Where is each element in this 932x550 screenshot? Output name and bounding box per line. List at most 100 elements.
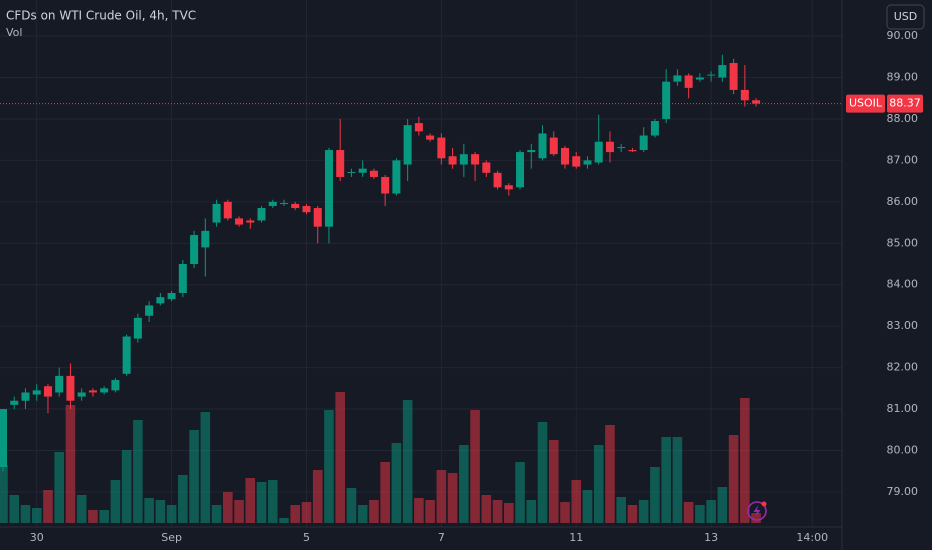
- candle-body: [291, 203, 300, 209]
- volume-bar: [200, 412, 211, 523]
- volume-bar: [605, 425, 615, 523]
- candle-body: [617, 147, 626, 149]
- volume-label: Vol: [6, 26, 22, 39]
- volume-bar: [54, 452, 64, 523]
- currency-button[interactable]: [886, 4, 925, 30]
- volume-bar: [560, 502, 570, 523]
- x-tick-label: 13: [704, 531, 718, 544]
- volume-bar: [9, 495, 20, 523]
- candle-body: [212, 203, 221, 223]
- candle-body: [437, 137, 446, 159]
- y-tick-label: 84.00: [887, 278, 919, 291]
- volume-bar: [369, 500, 379, 523]
- volume-bar: [582, 490, 593, 523]
- x-tick-label: 7: [438, 531, 445, 544]
- currency[interactable]: USD: [894, 10, 918, 23]
- volume-bar: [76, 495, 87, 523]
- candle-body: [538, 133, 547, 159]
- candle-body: [504, 185, 513, 190]
- alert-icon[interactable]: [747, 501, 767, 521]
- volume-bar: [436, 470, 447, 523]
- volume-bar: [537, 422, 548, 523]
- volume-bar: [481, 495, 492, 523]
- volume-bar: [65, 405, 76, 523]
- symbol-label: USOIL: [849, 97, 883, 110]
- candle-body: [426, 135, 435, 140]
- volume-bar: [593, 445, 604, 523]
- volume-bar: [178, 475, 188, 523]
- volume-bar: [548, 440, 559, 523]
- candle-body: [145, 305, 154, 316]
- candle-body: [55, 375, 64, 393]
- alert-dot[interactable]: [761, 501, 767, 507]
- candle-body: [347, 171, 356, 173]
- volume-bar: [133, 420, 143, 523]
- volume-bar: [706, 500, 716, 523]
- candle-body: [707, 74, 716, 76]
- alert-ring[interactable]: [747, 501, 767, 521]
- candle-body: [178, 263, 187, 293]
- candle-body: [21, 392, 30, 401]
- candle-body: [482, 162, 491, 173]
- candle-body: [32, 390, 41, 395]
- volume-bar: [324, 410, 334, 523]
- y-tick-label: 86.00: [887, 195, 919, 208]
- volume-bar: [571, 480, 582, 523]
- candle-body: [10, 400, 19, 405]
- candle-body: [122, 336, 131, 374]
- volume-bar: [335, 392, 345, 523]
- candle-body: [381, 176, 390, 194]
- candle-body: [392, 160, 401, 194]
- candle-body: [246, 220, 255, 223]
- volume-bar: [627, 505, 638, 523]
- candle-body: [718, 65, 727, 78]
- volume-bar: [492, 500, 503, 523]
- volume-bar: [414, 498, 424, 523]
- candle-body: [88, 390, 97, 393]
- candle-body: [66, 375, 75, 401]
- volume-bar: [447, 473, 458, 523]
- candle-body: [493, 172, 502, 188]
- y-tick-label: 80.00: [887, 443, 919, 456]
- candle-body: [100, 388, 109, 393]
- volume-bar: [616, 497, 626, 523]
- candle-body: [257, 208, 266, 221]
- candle-body: [268, 201, 277, 206]
- y-tick-label: 88.00: [887, 112, 919, 125]
- y-tick-label: 90.00: [887, 29, 919, 42]
- price-pane: [0, 54, 842, 472]
- volume-bar: [110, 480, 121, 523]
- y-tick-label: 85.00: [887, 236, 919, 249]
- volume-bar: [121, 450, 132, 523]
- volume-bar: [459, 445, 469, 523]
- candle-body: [414, 123, 423, 132]
- candle-body: [695, 77, 704, 80]
- volume-bar: [672, 437, 683, 523]
- volume-bar: [245, 478, 256, 523]
- volume-bar: [99, 510, 109, 523]
- y-tick-label: 83.00: [887, 319, 919, 332]
- volume-bar: [695, 505, 705, 523]
- candle-body: [358, 168, 367, 173]
- candle-body: [471, 154, 480, 165]
- last-price-tag: [887, 94, 923, 113]
- volume-bar: [751, 513, 761, 523]
- y-tick-label: 82.00: [887, 361, 919, 374]
- volume-bar: [20, 505, 31, 523]
- candle-body: [583, 160, 592, 165]
- candle-body: [201, 230, 210, 248]
- volume-bar: [31, 508, 42, 523]
- candle-body: [628, 150, 637, 152]
- volume-bar: [211, 505, 222, 523]
- volume-bar: [650, 467, 660, 523]
- candle-body: [313, 208, 322, 227]
- volume-bar: [638, 500, 649, 523]
- x-tick-label: Sep: [161, 531, 182, 544]
- candle-body: [527, 150, 536, 153]
- x-tick-label: 5: [303, 531, 310, 544]
- volume-bar: [0, 465, 8, 523]
- volume-bar: [504, 503, 514, 523]
- candle-body: [549, 137, 558, 155]
- volume-bar: [515, 462, 525, 523]
- alert-bolt[interactable]: [753, 505, 761, 517]
